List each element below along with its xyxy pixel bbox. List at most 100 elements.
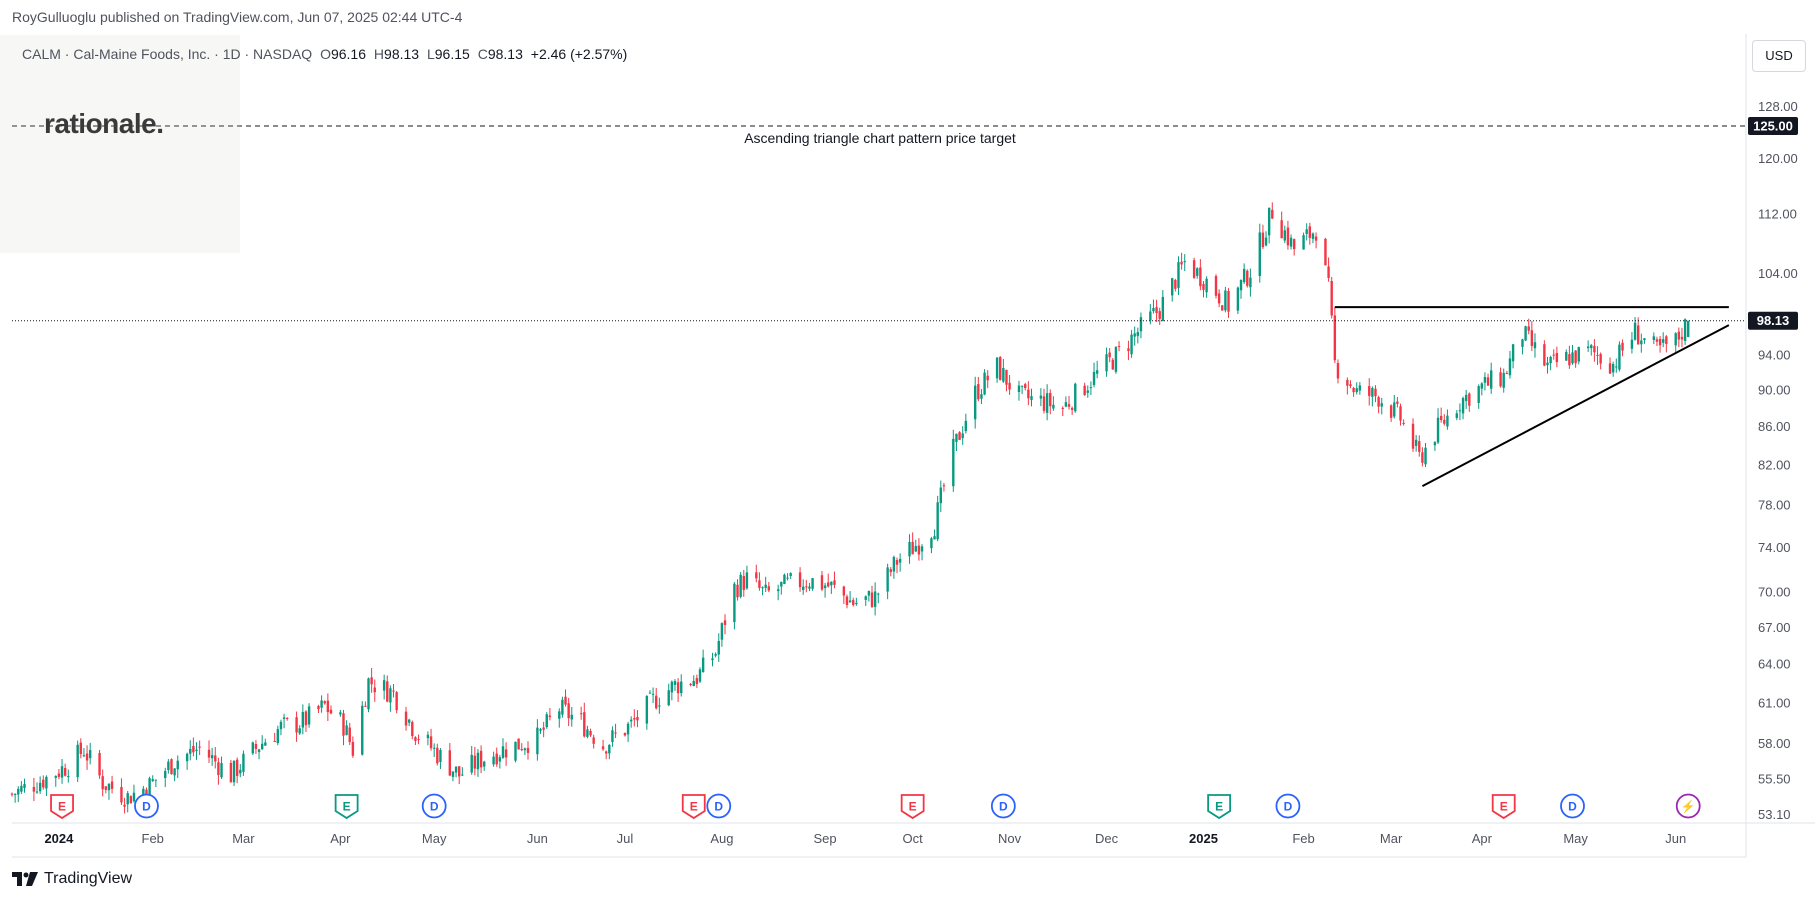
candle xyxy=(604,750,608,760)
earnings-icon[interactable]: E xyxy=(1491,794,1516,820)
candle xyxy=(986,370,989,389)
candle xyxy=(802,579,805,595)
candle xyxy=(933,529,936,540)
time-tick-label: Apr xyxy=(1472,831,1493,846)
candle xyxy=(670,680,674,701)
candle xyxy=(13,793,17,803)
candle xyxy=(623,732,627,737)
dividend-icon[interactable]: D xyxy=(1560,793,1585,819)
last-price-label: 98.13 xyxy=(1748,311,1798,330)
candle xyxy=(198,740,201,756)
symbol-description[interactable]: CALM · Cal-Maine Foods, Inc. · 1D · NASD… xyxy=(22,46,313,62)
candle xyxy=(60,758,64,784)
candle xyxy=(1486,373,1490,386)
candle xyxy=(1358,382,1362,395)
candle xyxy=(1521,338,1524,355)
candle xyxy=(592,734,595,749)
tradingview-brand[interactable]: TradingView xyxy=(12,870,132,888)
time-tick-label: Aug xyxy=(710,831,733,846)
dividend-icon[interactable]: D xyxy=(421,793,447,819)
candle xyxy=(389,685,392,712)
candle xyxy=(392,684,395,698)
candle xyxy=(1152,299,1155,314)
earnings-icon[interactable]: E xyxy=(681,794,706,820)
candle xyxy=(370,668,373,693)
svg-text:E: E xyxy=(1500,800,1508,814)
candle xyxy=(755,564,758,583)
candle xyxy=(1483,372,1487,391)
svg-text:98.13: 98.13 xyxy=(1757,313,1790,328)
candle xyxy=(833,571,836,589)
candle xyxy=(583,702,586,738)
candle xyxy=(426,731,430,746)
time-tick-label: Jun xyxy=(527,831,548,846)
candle xyxy=(264,738,267,746)
candle xyxy=(995,357,999,383)
currency-button[interactable]: USD xyxy=(1752,40,1806,72)
candle xyxy=(1565,349,1568,361)
candle xyxy=(1505,370,1509,375)
earnings-icon[interactable]: E xyxy=(50,794,74,820)
candle xyxy=(764,576,767,593)
candle xyxy=(320,695,323,713)
candle xyxy=(1202,281,1205,298)
candle xyxy=(1436,408,1440,445)
candle xyxy=(1355,382,1358,395)
candle xyxy=(1039,388,1043,407)
candle xyxy=(1577,346,1580,365)
candle xyxy=(886,563,889,600)
candle xyxy=(1292,238,1296,256)
candle xyxy=(1640,333,1643,353)
candle xyxy=(1261,224,1265,250)
candle xyxy=(167,759,170,774)
dividend-icon[interactable]: D xyxy=(1275,793,1301,819)
time-tick-label: May xyxy=(422,831,447,846)
candle xyxy=(1045,384,1049,421)
candle xyxy=(1608,357,1612,375)
candle xyxy=(614,723,617,739)
candle xyxy=(601,739,605,751)
candle xyxy=(23,778,26,793)
candle xyxy=(54,775,57,787)
svg-text:E: E xyxy=(690,800,698,814)
support-trendline[interactable] xyxy=(1421,324,1730,488)
candle xyxy=(348,722,351,746)
price-tick-label: 128.00 xyxy=(1758,99,1798,114)
candle xyxy=(207,740,211,763)
candle xyxy=(1174,278,1177,292)
dividend-icon[interactable]: D xyxy=(990,793,1016,819)
svg-text:D: D xyxy=(1284,800,1293,814)
candle xyxy=(439,748,442,770)
candle xyxy=(783,573,786,585)
close-value: 98.13 xyxy=(487,46,523,62)
earnings-icon[interactable]: E xyxy=(334,794,359,820)
candle xyxy=(720,622,724,647)
dividend-icon[interactable]: D xyxy=(706,793,732,819)
candle xyxy=(1114,346,1118,374)
candle xyxy=(776,584,780,601)
earnings-icon[interactable]: E xyxy=(1207,794,1232,820)
earnings-icon[interactable]: E xyxy=(900,794,925,820)
candle xyxy=(1258,223,1261,283)
candle xyxy=(1530,321,1534,352)
candle xyxy=(520,743,523,752)
candle xyxy=(961,426,964,445)
time-axis[interactable]: 2024 Feb Mar Apr May Jun Jul Aug Sep Oct Nov Dec 202… xyxy=(44,831,1686,846)
candle xyxy=(827,573,830,588)
candle xyxy=(276,725,280,746)
candle xyxy=(85,745,89,770)
candle xyxy=(217,757,220,785)
watermark-logo: rationale. xyxy=(44,108,164,139)
svg-text:E: E xyxy=(909,800,917,814)
candle xyxy=(1214,274,1218,299)
candle xyxy=(1249,268,1252,297)
svg-text:D: D xyxy=(142,800,151,814)
split-icon[interactable]: ⚡ xyxy=(1675,793,1701,819)
candle xyxy=(1433,441,1437,451)
dividend-icon[interactable]: D xyxy=(134,793,159,819)
candle xyxy=(367,677,370,713)
candle xyxy=(1615,358,1618,373)
candle xyxy=(1652,332,1656,345)
target-annotation[interactable]: Ascending triangle chart pattern price t… xyxy=(744,130,1016,146)
